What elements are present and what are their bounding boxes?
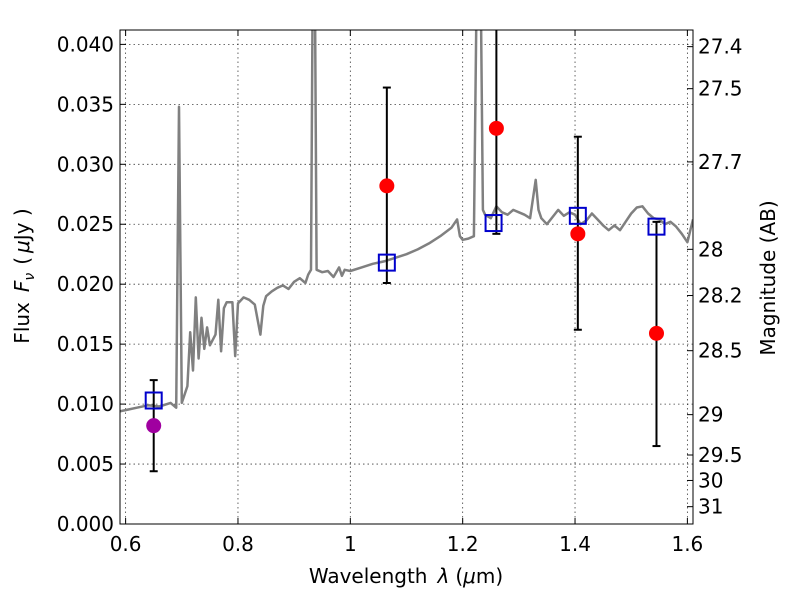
x-tick-label: 0.8	[222, 532, 254, 556]
y-tick-label: 0.005	[57, 452, 114, 476]
magnitude-tick-label: 27.5	[698, 77, 743, 101]
synthetic-point	[144, 391, 163, 410]
x-tick-label: 1.4	[559, 532, 591, 556]
model-spectrum-line	[120, 30, 693, 413]
y-tick-label: 0.015	[57, 332, 114, 356]
x-tick-label: 1.6	[671, 532, 703, 556]
synthetic-point	[568, 206, 587, 225]
y-tick-label: 0.040	[57, 32, 114, 56]
model-spectrum-layer	[120, 30, 693, 413]
plot-frame	[119, 29, 694, 525]
magnitude-tick-label: 28	[698, 237, 723, 261]
y-tick-label: 0.025	[57, 212, 114, 236]
x-tick-label: 1	[344, 532, 357, 556]
observed-point	[648, 325, 664, 341]
magnitude-tick-label: 27.4	[698, 35, 743, 59]
magnitude-axis: 27.4 27.5 27.7 28 28.2 28.5 29 29.530 31	[687, 35, 743, 519]
y-tick-label: 0.010	[57, 392, 114, 416]
plot-area	[120, 30, 693, 524]
synthetic-points-layer	[144, 206, 666, 410]
y-tick-label: 0.020	[57, 272, 114, 296]
synthetic-point	[484, 214, 503, 233]
magnitude-tick-label: 27.7	[698, 150, 743, 174]
magnitude-tick-label: 31	[698, 495, 723, 519]
observed-point	[570, 226, 586, 242]
magnitude-axis-title: Magnitude (AB)	[756, 200, 780, 355]
x-tick-label: 1.2	[447, 532, 479, 556]
y-axis-title: FluxFν(μJy )	[10, 208, 38, 343]
x-axis-title: Wavelength λ (μm)	[309, 564, 503, 588]
y-tick-label: 0.030	[57, 152, 114, 176]
magnitude-tick-label: 29.5	[698, 443, 743, 467]
y-axis: 0.000 0.005 0.010 0.015 0.020 0.025 0.030 0.035…	[57, 32, 126, 536]
synthetic-point	[377, 253, 396, 272]
y-tick-label: 0.035	[57, 92, 114, 116]
observed-points-layer	[146, 120, 664, 434]
x-tick-label: 0.6	[110, 532, 142, 556]
synthetic-point	[647, 217, 666, 236]
observed-point	[488, 120, 504, 136]
observed-point	[146, 418, 162, 434]
observed-point	[379, 178, 395, 194]
magnitude-tick-label: 30	[698, 468, 723, 492]
magnitude-tick-label: 29	[698, 403, 723, 427]
magnitude-tick-label: 28.2	[698, 284, 743, 308]
x-axis: 0.6 0.8 1 1.2 1.4 1.6	[110, 30, 703, 556]
y-tick-label: 0.000	[57, 512, 114, 536]
magnitude-tick-label: 28.5	[698, 339, 743, 363]
